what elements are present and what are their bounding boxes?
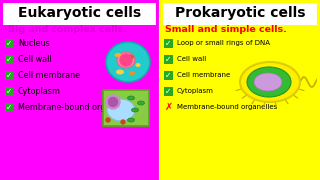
Ellipse shape bbox=[107, 99, 135, 121]
FancyBboxPatch shape bbox=[3, 2, 156, 25]
Ellipse shape bbox=[132, 108, 139, 112]
FancyBboxPatch shape bbox=[5, 55, 14, 64]
FancyBboxPatch shape bbox=[1, 1, 158, 179]
Text: ✓: ✓ bbox=[165, 87, 172, 96]
Text: ✓: ✓ bbox=[165, 55, 172, 64]
Text: Membrane-bound organelles: Membrane-bound organelles bbox=[18, 102, 134, 111]
Ellipse shape bbox=[127, 118, 134, 122]
Text: Big and complex cells.: Big and complex cells. bbox=[8, 26, 127, 35]
Ellipse shape bbox=[254, 73, 282, 91]
Circle shape bbox=[108, 98, 117, 107]
Text: ✓: ✓ bbox=[165, 39, 172, 48]
Text: ✓: ✓ bbox=[6, 39, 13, 48]
Circle shape bbox=[106, 118, 110, 122]
Ellipse shape bbox=[117, 52, 135, 68]
Text: Cell wall: Cell wall bbox=[18, 55, 52, 64]
Ellipse shape bbox=[129, 71, 135, 75]
FancyBboxPatch shape bbox=[164, 87, 173, 96]
FancyBboxPatch shape bbox=[164, 39, 173, 48]
FancyBboxPatch shape bbox=[103, 90, 149, 126]
Ellipse shape bbox=[135, 63, 140, 67]
Text: ✓: ✓ bbox=[165, 71, 172, 80]
Text: ✓: ✓ bbox=[6, 102, 13, 111]
Ellipse shape bbox=[240, 62, 300, 102]
FancyBboxPatch shape bbox=[161, 1, 319, 179]
Text: Cytoplasm: Cytoplasm bbox=[18, 87, 61, 96]
Ellipse shape bbox=[247, 67, 291, 97]
Text: Small and simple cells.: Small and simple cells. bbox=[165, 26, 287, 35]
Ellipse shape bbox=[106, 42, 150, 82]
FancyBboxPatch shape bbox=[164, 71, 173, 80]
FancyBboxPatch shape bbox=[5, 39, 14, 48]
Circle shape bbox=[120, 54, 132, 66]
Ellipse shape bbox=[126, 55, 134, 60]
FancyBboxPatch shape bbox=[163, 2, 317, 25]
Text: Prokaryotic cells: Prokaryotic cells bbox=[175, 6, 305, 20]
Text: ✓: ✓ bbox=[6, 55, 13, 64]
FancyBboxPatch shape bbox=[5, 71, 14, 80]
Text: Membrane-bound organelles: Membrane-bound organelles bbox=[177, 104, 277, 110]
Circle shape bbox=[121, 120, 125, 124]
Ellipse shape bbox=[115, 53, 122, 57]
Ellipse shape bbox=[127, 96, 134, 100]
Text: Cytoplasm: Cytoplasm bbox=[177, 88, 214, 94]
FancyBboxPatch shape bbox=[5, 87, 14, 96]
FancyBboxPatch shape bbox=[5, 103, 14, 112]
FancyBboxPatch shape bbox=[164, 55, 173, 64]
Text: Nucleus: Nucleus bbox=[18, 39, 50, 48]
Ellipse shape bbox=[138, 101, 145, 105]
Text: ✓: ✓ bbox=[6, 87, 13, 96]
Text: ✗: ✗ bbox=[164, 102, 172, 112]
Ellipse shape bbox=[116, 69, 124, 75]
Text: Loop or small rings of DNA: Loop or small rings of DNA bbox=[177, 40, 270, 46]
Text: Eukaryotic cells: Eukaryotic cells bbox=[19, 6, 141, 20]
Text: Cell wall: Cell wall bbox=[177, 56, 206, 62]
Text: Cell membrane: Cell membrane bbox=[177, 72, 230, 78]
Text: Cell membrane: Cell membrane bbox=[18, 71, 80, 80]
Circle shape bbox=[106, 95, 120, 109]
Text: ✓: ✓ bbox=[6, 71, 13, 80]
